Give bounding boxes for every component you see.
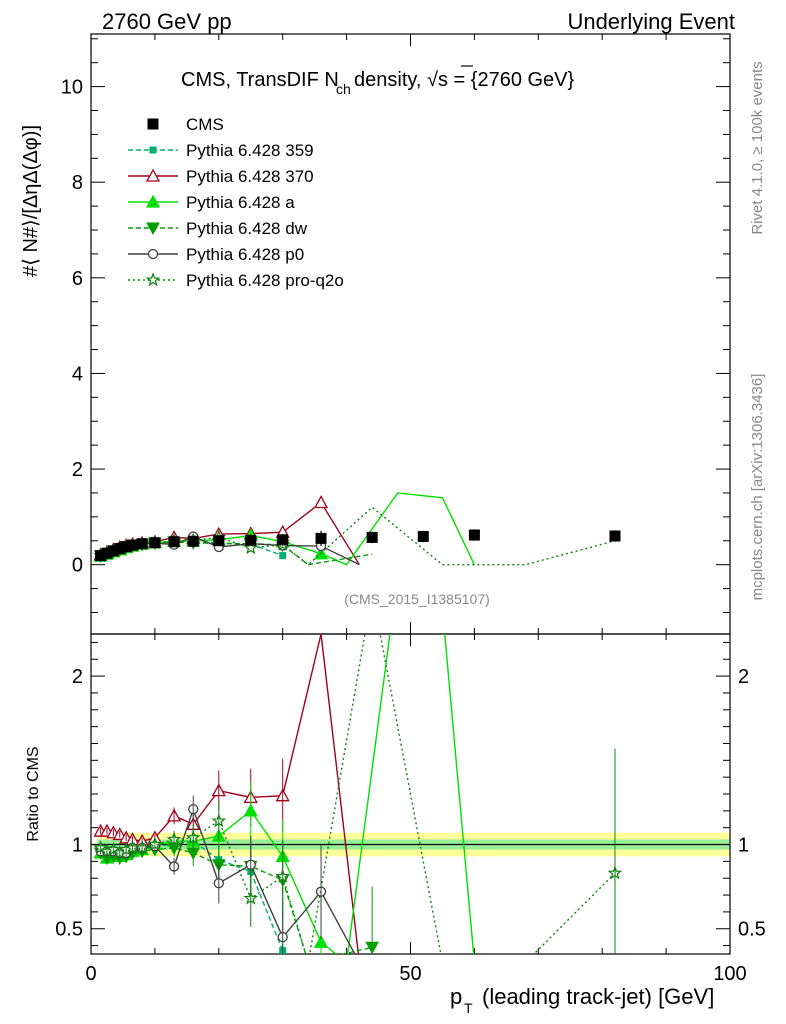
x-tick-label: 100 <box>713 963 746 985</box>
svg-text:CMS, TransDIF N: CMS, TransDIF N <box>181 69 339 91</box>
data-point <box>277 534 289 546</box>
data-point <box>101 547 113 559</box>
ratio-plot-group <box>93 634 623 954</box>
y-tick-label: 0 <box>72 555 83 577</box>
header-right: Underlying Event <box>567 9 735 34</box>
data-point <box>114 542 126 554</box>
data-point <box>468 529 480 541</box>
ratio-tick-label: 1 <box>72 835 83 857</box>
ratio-tick-label-right: 0.5 <box>738 919 766 941</box>
legend-label-3: Pythia 6.428 dw <box>186 219 308 238</box>
legend-marker-data <box>147 118 159 130</box>
legend-marker-1 <box>145 168 161 182</box>
legend-marker-5 <box>145 272 161 287</box>
data-point <box>168 536 180 548</box>
series-5-ratio-line <box>100 634 616 954</box>
y-tick-label: 2 <box>72 459 83 481</box>
rivet-version-label: Rivet 4.1.0, ≥ 100k events <box>749 61 766 234</box>
data-point <box>136 538 148 550</box>
y-tick-label: 4 <box>72 363 83 385</box>
y-axis-label-group: #⟨ N#⟩/[ΔηΔ(Δφ)] <box>20 125 42 277</box>
svg-text:density, √s = {2760 GeV}: density, √s = {2760 GeV} <box>354 69 575 91</box>
data-point <box>187 535 199 547</box>
data-point <box>245 534 257 546</box>
legend-marker-4 <box>147 248 159 260</box>
header-left: 2760 GeV pp <box>102 9 232 34</box>
data-point <box>366 531 378 543</box>
y-axis-label: #⟨ N#⟩/[ΔηΔ(Δφ)] <box>20 125 42 277</box>
series-2-ratio-line <box>100 634 475 954</box>
y-tick-label: 8 <box>72 172 83 194</box>
data-point <box>417 530 429 542</box>
legend-marker-3 <box>146 222 160 236</box>
x-axis-label: p T (leading track-jet) [GeV] <box>450 984 714 1016</box>
main-plot-group <box>93 492 621 566</box>
series-3-ratio-line <box>100 847 373 954</box>
legend-marker-2 <box>145 194 161 208</box>
ratio-tick-label-right: 1 <box>738 835 749 857</box>
series-5-point <box>243 540 259 555</box>
data-point <box>315 532 327 544</box>
y-tick-label: 6 <box>72 268 83 290</box>
data-point <box>120 541 132 553</box>
data-point <box>609 530 621 542</box>
legend-marker-0 <box>149 146 157 154</box>
legend-label-0: Pythia 6.428 359 <box>186 141 314 160</box>
svg-text:ch: ch <box>336 81 351 97</box>
x-tick-label: 50 <box>399 963 421 985</box>
data-point <box>95 550 107 562</box>
ratio-tick-label: 2 <box>72 666 83 688</box>
legend: CMS Pythia 6.428 359 Pythia 6.428 370 Pythi… <box>128 115 344 290</box>
svg-text:(leading track-jet) [GeV]: (leading track-jet) [GeV] <box>482 984 714 1009</box>
ratio-band-group <box>91 832 730 857</box>
legend-label-data: CMS <box>186 115 224 134</box>
mcplots-label: mcplots.cern.ch [arXiv:1306.3436] <box>749 374 766 601</box>
legend-label-4: Pythia 6.428 p0 <box>186 245 304 264</box>
data-point <box>107 545 119 557</box>
analysis-id: (CMS_2015_I1385107) <box>344 591 490 607</box>
data-point <box>213 535 225 547</box>
y-tick-label: 10 <box>61 77 83 99</box>
legend-label-2: Pythia 6.428 a <box>186 193 295 212</box>
data-point <box>149 537 161 549</box>
data-point <box>127 539 139 551</box>
ratio-tick-label-right: 2 <box>738 666 749 688</box>
ticks-group: 0 50 100 0 2 4 6 8 10 0.5 0.5 1 1 2 2 <box>55 34 766 985</box>
x-tick-label: 0 <box>85 963 96 985</box>
ratio-axis-label: Ratio to CMS <box>25 746 42 841</box>
svg-text:T: T <box>464 1000 473 1016</box>
series-1-point <box>313 495 329 509</box>
svg-text:p: p <box>450 984 462 1009</box>
chart-title: CMS, TransDIF N ch density, √s = {2760 G… <box>181 65 575 97</box>
legend-label-1: Pythia 6.428 370 <box>186 167 314 186</box>
ratio-tick-label: 0.5 <box>55 919 83 941</box>
series-0-point <box>279 552 287 560</box>
legend-label-5: Pythia 6.428 pro-q2o <box>186 271 344 290</box>
